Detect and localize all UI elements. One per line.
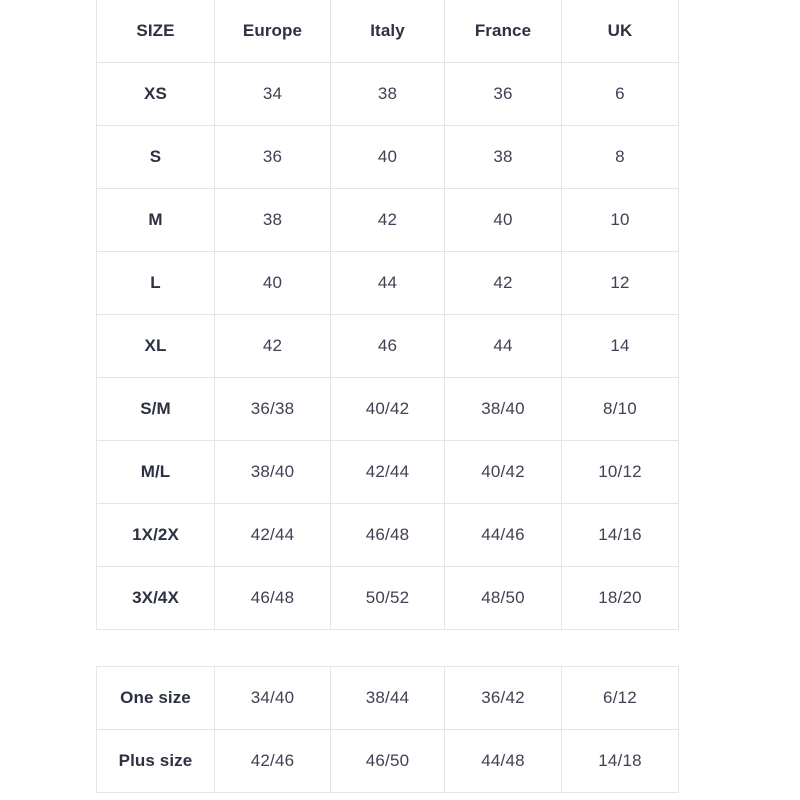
table-row: 1X/2X 42/44 46/48 44/46 14/16: [96, 503, 679, 567]
table-row: 3X/4X 46/48 50/52 48/50 18/20: [96, 566, 679, 630]
cell-france: 38: [444, 125, 562, 189]
cell-italy: 42/44: [330, 440, 445, 504]
cell-france: 36: [444, 62, 562, 126]
column-header-france: France: [444, 0, 562, 63]
table-row: One size 34/40 38/44 36/42 6/12: [96, 666, 679, 730]
cell-europe: 36: [214, 125, 331, 189]
cell-uk: 10/12: [561, 440, 679, 504]
table-row: XS 34 38 36 6: [96, 62, 679, 126]
cell-italy: 38: [330, 62, 445, 126]
table-row: S/M 36/38 40/42 38/40 8/10: [96, 377, 679, 441]
cell-italy: 38/44: [330, 666, 445, 730]
row-label: S: [96, 125, 215, 189]
one-size-table-body: One size 34/40 38/44 36/42 6/12 Plus siz…: [96, 666, 679, 793]
cell-italy: 46/48: [330, 503, 445, 567]
cell-france: 48/50: [444, 566, 562, 630]
primary-size-table: SIZE Europe Italy France UK XS 34 38 36 …: [96, 0, 679, 630]
table-header-row: SIZE Europe Italy France UK: [96, 0, 679, 63]
cell-france: 40/42: [444, 440, 562, 504]
row-label: L: [96, 251, 215, 315]
cell-uk: 8/10: [561, 377, 679, 441]
cell-france: 38/40: [444, 377, 562, 441]
row-label: XL: [96, 314, 215, 378]
table-row: M 38 42 40 10: [96, 188, 679, 252]
cell-uk: 14/16: [561, 503, 679, 567]
table-row: L 40 44 42 12: [96, 251, 679, 315]
primary-table-header: SIZE Europe Italy France UK: [96, 0, 679, 63]
cell-uk: 6/12: [561, 666, 679, 730]
cell-france: 44/46: [444, 503, 562, 567]
table-row: S 36 40 38 8: [96, 125, 679, 189]
cell-uk: 14/18: [561, 729, 679, 793]
cell-italy: 40/42: [330, 377, 445, 441]
cell-uk: 8: [561, 125, 679, 189]
cell-italy: 42: [330, 188, 445, 252]
cell-uk: 18/20: [561, 566, 679, 630]
cell-europe: 42/46: [214, 729, 331, 793]
cell-france: 36/42: [444, 666, 562, 730]
cell-france: 40: [444, 188, 562, 252]
cell-france: 42: [444, 251, 562, 315]
row-label: S/M: [96, 377, 215, 441]
cell-europe: 38: [214, 188, 331, 252]
row-label: 1X/2X: [96, 503, 215, 567]
row-label: XS: [96, 62, 215, 126]
row-label: 3X/4X: [96, 566, 215, 630]
cell-uk: 14: [561, 314, 679, 378]
one-size-table: One size 34/40 38/44 36/42 6/12 Plus siz…: [96, 666, 679, 793]
cell-italy: 46/50: [330, 729, 445, 793]
cell-italy: 46: [330, 314, 445, 378]
cell-europe: 36/38: [214, 377, 331, 441]
cell-italy: 44: [330, 251, 445, 315]
cell-europe: 46/48: [214, 566, 331, 630]
table-row: M/L 38/40 42/44 40/42 10/12: [96, 440, 679, 504]
row-label: Plus size: [96, 729, 215, 793]
row-label: M/L: [96, 440, 215, 504]
column-header-size: SIZE: [96, 0, 215, 63]
table-row: XL 42 46 44 14: [96, 314, 679, 378]
table-row: Plus size 42/46 46/50 44/48 14/18: [96, 729, 679, 793]
column-header-uk: UK: [561, 0, 679, 63]
cell-europe: 40: [214, 251, 331, 315]
column-header-italy: Italy: [330, 0, 445, 63]
row-label: M: [96, 188, 215, 252]
cell-france: 44: [444, 314, 562, 378]
cell-europe: 34: [214, 62, 331, 126]
cell-italy: 50/52: [330, 566, 445, 630]
row-label: One size: [96, 666, 215, 730]
column-header-europe: Europe: [214, 0, 331, 63]
cell-italy: 40: [330, 125, 445, 189]
cell-uk: 10: [561, 188, 679, 252]
cell-europe: 34/40: [214, 666, 331, 730]
cell-uk: 6: [561, 62, 679, 126]
cell-europe: 42/44: [214, 503, 331, 567]
cell-europe: 42: [214, 314, 331, 378]
cell-france: 44/48: [444, 729, 562, 793]
cell-europe: 38/40: [214, 440, 331, 504]
primary-table-body: XS 34 38 36 6 S 36 40 38 8 M 38 42 40 10: [96, 62, 679, 630]
cell-uk: 12: [561, 251, 679, 315]
